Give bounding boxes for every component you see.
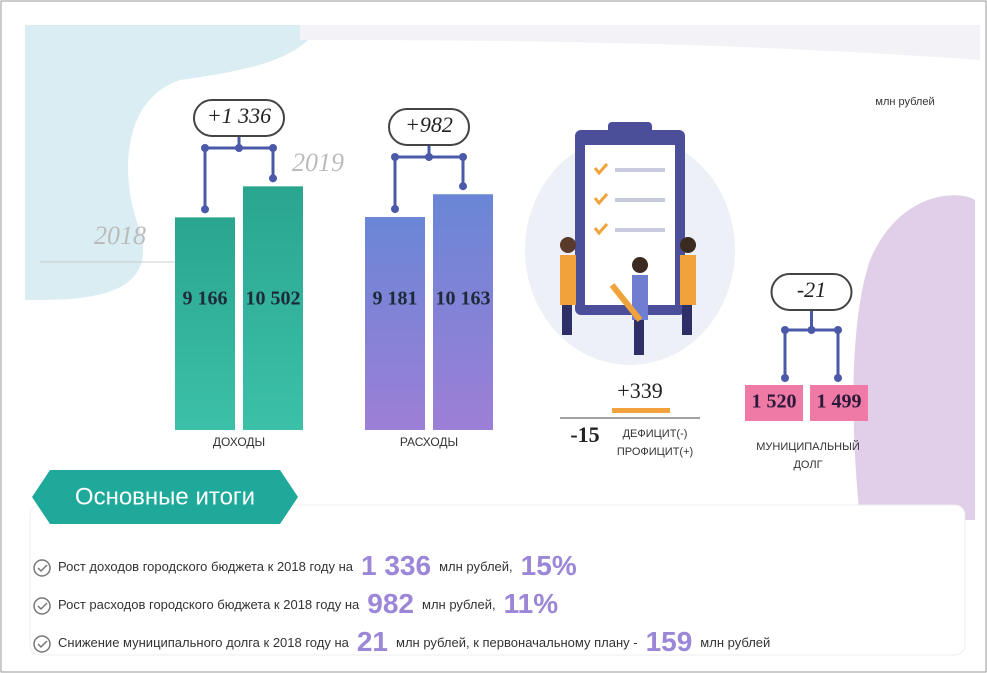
balance-label: ДЕФИЦИТ(-) bbox=[623, 428, 688, 440]
infographic: млн рублей 2018 2019 Основные итоги 9 16… bbox=[0, 0, 987, 673]
connector-dot bbox=[459, 153, 467, 161]
connector-dot bbox=[391, 153, 399, 161]
connector-dot bbox=[201, 144, 209, 152]
connector-dot bbox=[808, 326, 816, 334]
connector-dot bbox=[781, 374, 789, 382]
debt-value: 1 520 bbox=[752, 391, 797, 413]
connector-dot bbox=[781, 326, 789, 334]
summary-text: Снижение муниципального долга к 2018 год… bbox=[58, 635, 350, 650]
summary-text: млн рублей bbox=[700, 635, 770, 650]
year-label: 2018 bbox=[94, 221, 146, 250]
summary-figure: 159 bbox=[646, 626, 693, 657]
bar-label: 9 181 bbox=[373, 288, 418, 310]
summary-panel bbox=[30, 505, 965, 655]
connector-dot bbox=[834, 326, 842, 334]
debt-label: МУНИЦИПАЛЬНЫЙ bbox=[756, 440, 860, 453]
debt-value: 1 499 bbox=[817, 391, 862, 413]
connector-dot bbox=[425, 153, 433, 161]
summary-figure: 21 bbox=[357, 626, 388, 657]
connector-dot bbox=[269, 174, 277, 182]
connector-dot bbox=[459, 182, 467, 190]
group-label: ДОХОДЫ bbox=[213, 435, 265, 449]
balance-underline bbox=[612, 408, 670, 413]
summary-figure: 1 336 bbox=[361, 550, 431, 581]
summary-figure: 11% bbox=[504, 588, 559, 619]
summary-figure: 15% bbox=[521, 550, 577, 581]
bar bbox=[365, 217, 425, 430]
bar-label: 10 502 bbox=[246, 288, 301, 310]
summary-text: млн рублей, bbox=[422, 597, 496, 612]
change-label: -21 bbox=[797, 277, 826, 302]
summary-text: млн рублей, к первоначальному плану - bbox=[396, 635, 638, 650]
summary-text: млн рублей, bbox=[439, 559, 513, 574]
connector-dot bbox=[235, 144, 243, 152]
connector-dot bbox=[834, 374, 842, 382]
balance-value: +339 bbox=[617, 378, 662, 403]
bar bbox=[433, 194, 493, 430]
group-label: РАСХОДЫ bbox=[400, 435, 458, 449]
summary-figure: 982 bbox=[367, 588, 414, 619]
balance-label: ПРОФИЦИТ(+) bbox=[617, 446, 693, 458]
change-label: +982 bbox=[405, 112, 453, 137]
connector-dot bbox=[269, 144, 277, 152]
connector-dot bbox=[201, 205, 209, 213]
summary-text: Рост расходов городского бюджета к 2018 … bbox=[58, 597, 360, 612]
debt-label: ДОЛГ bbox=[793, 459, 822, 471]
bar bbox=[175, 217, 235, 430]
year-label: 2019 bbox=[292, 148, 344, 177]
balance-value: -15 bbox=[570, 422, 599, 447]
bar-label: 10 163 bbox=[436, 288, 491, 310]
bar-label: 9 166 bbox=[183, 288, 228, 310]
connector-dot bbox=[391, 205, 399, 213]
summary-title: Основные итоги bbox=[75, 483, 255, 510]
change-label: +1 336 bbox=[207, 103, 271, 128]
summary-text: Рост доходов городского бюджета к 2018 г… bbox=[58, 559, 354, 574]
units: млн рублей bbox=[875, 96, 934, 108]
